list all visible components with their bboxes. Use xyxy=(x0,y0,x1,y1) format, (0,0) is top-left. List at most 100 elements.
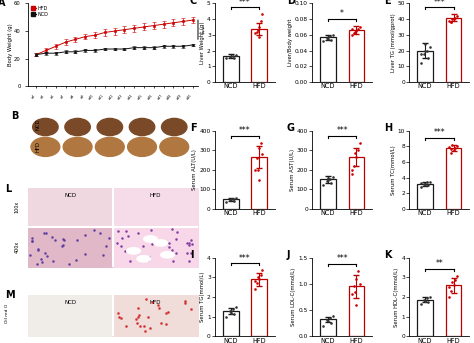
Point xyxy=(447,150,455,155)
Point xyxy=(254,167,262,173)
Bar xyxy=(251,29,267,82)
Point xyxy=(229,53,237,59)
Text: A: A xyxy=(0,0,5,9)
Y-axis label: Body Weight (g): Body Weight (g) xyxy=(8,24,13,66)
Bar xyxy=(320,37,336,82)
Bar xyxy=(223,199,238,209)
Text: Oil red O: Oil red O xyxy=(5,304,9,323)
Point xyxy=(255,34,263,40)
Y-axis label: Serum LDL-C(mmol/L): Serum LDL-C(mmol/L) xyxy=(292,268,296,326)
Text: 400x: 400x xyxy=(15,241,20,253)
Point xyxy=(258,151,266,157)
Text: HFD: HFD xyxy=(150,300,161,305)
Point xyxy=(426,179,434,184)
Point xyxy=(421,298,429,304)
Bar xyxy=(417,50,433,82)
Point xyxy=(324,175,332,180)
Point xyxy=(254,27,262,33)
Point xyxy=(257,141,265,146)
Text: G: G xyxy=(287,123,295,133)
Point xyxy=(222,56,230,61)
Point xyxy=(254,274,262,280)
Point xyxy=(453,274,460,279)
Point xyxy=(323,35,331,41)
Text: C: C xyxy=(190,0,197,5)
Bar xyxy=(223,311,238,336)
Ellipse shape xyxy=(160,138,189,156)
Point xyxy=(251,31,259,36)
Point xyxy=(452,277,459,283)
Ellipse shape xyxy=(65,118,91,135)
Text: **: ** xyxy=(436,259,443,269)
Circle shape xyxy=(144,236,157,242)
Text: B: B xyxy=(11,111,19,121)
Point xyxy=(351,150,359,156)
Circle shape xyxy=(154,240,167,246)
Point xyxy=(329,174,337,179)
Point xyxy=(326,315,334,321)
Point xyxy=(232,304,239,309)
Point xyxy=(450,282,457,288)
Point xyxy=(222,199,230,204)
Point xyxy=(319,183,327,188)
Point xyxy=(445,284,453,290)
Point xyxy=(421,183,429,188)
Text: F: F xyxy=(190,123,196,133)
Point xyxy=(255,276,263,282)
Point xyxy=(421,298,429,304)
Point xyxy=(255,145,263,151)
Text: E: E xyxy=(384,0,391,5)
Point xyxy=(426,45,434,50)
Y-axis label: Serum TG(mmol/L): Serum TG(mmol/L) xyxy=(200,272,205,322)
Text: ***: *** xyxy=(239,127,251,135)
Bar xyxy=(223,56,238,82)
Text: HFD: HFD xyxy=(150,193,161,198)
Bar xyxy=(320,179,336,209)
Point xyxy=(257,19,265,24)
Point xyxy=(424,299,432,305)
Point xyxy=(452,15,459,20)
Point xyxy=(226,308,234,314)
Point xyxy=(326,176,334,181)
Ellipse shape xyxy=(97,118,123,135)
Bar xyxy=(446,148,461,209)
Point xyxy=(421,42,429,47)
Text: NCD: NCD xyxy=(65,193,77,198)
Text: *: * xyxy=(340,9,344,18)
Y-axis label: Liver Weight (g): Liver Weight (g) xyxy=(200,21,205,64)
Point xyxy=(348,171,356,176)
Text: I: I xyxy=(190,250,193,260)
Circle shape xyxy=(161,252,174,258)
Text: ***: *** xyxy=(336,127,348,135)
Point xyxy=(230,198,237,203)
Ellipse shape xyxy=(33,118,58,135)
Point xyxy=(257,273,265,278)
Point xyxy=(348,292,356,297)
Point xyxy=(446,294,453,300)
Point xyxy=(230,311,237,316)
Point xyxy=(353,276,360,281)
Point xyxy=(251,279,258,284)
Bar xyxy=(417,300,433,336)
Point xyxy=(421,48,429,53)
Point xyxy=(227,308,235,314)
Point xyxy=(356,141,363,146)
Point xyxy=(323,318,331,323)
Point xyxy=(227,54,235,59)
Text: D: D xyxy=(287,0,295,5)
Point xyxy=(351,289,359,294)
Point xyxy=(222,314,230,319)
Point xyxy=(232,52,239,58)
Point xyxy=(323,178,331,183)
Point xyxy=(417,180,424,186)
Text: ***: *** xyxy=(239,0,251,7)
Point xyxy=(348,32,356,38)
Text: ***: *** xyxy=(239,253,251,263)
Text: ***: *** xyxy=(336,254,348,263)
Point xyxy=(353,28,360,34)
Y-axis label: Serum HDL-C(mmol/L): Serum HDL-C(mmol/L) xyxy=(394,267,399,327)
Text: L: L xyxy=(5,184,11,193)
Ellipse shape xyxy=(95,138,124,156)
Point xyxy=(447,20,455,25)
Point xyxy=(230,55,237,60)
